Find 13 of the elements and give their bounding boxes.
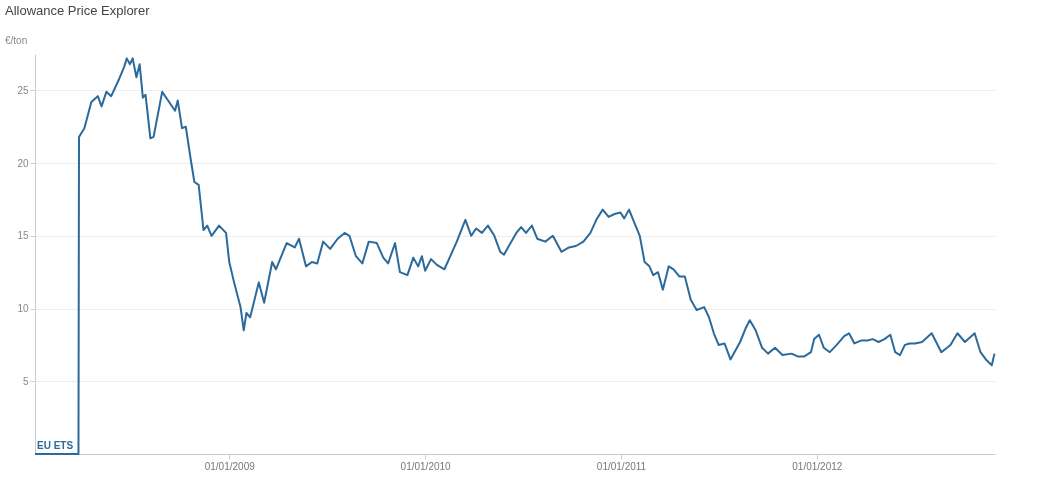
y-tick-label: 20: [17, 157, 29, 169]
line-series: [34, 57, 996, 455]
x-tick-label: 01/01/2011: [596, 460, 647, 472]
y-tick-label: 5: [22, 375, 29, 387]
series-label: EU ETS: [37, 440, 74, 451]
y-axis-title: €/ton: [5, 35, 28, 46]
chart-title: Allowance Price Explorer: [5, 3, 151, 18]
y-tick-label: 25: [17, 84, 29, 96]
x-tick-label: 01/01/2009: [204, 460, 256, 472]
y-tick-label: 10: [17, 303, 29, 315]
x-tick-label: 01/01/2010: [400, 460, 452, 472]
y-tick-label: 15: [17, 230, 29, 242]
x-tick-label: 01/01/2012: [792, 460, 843, 472]
